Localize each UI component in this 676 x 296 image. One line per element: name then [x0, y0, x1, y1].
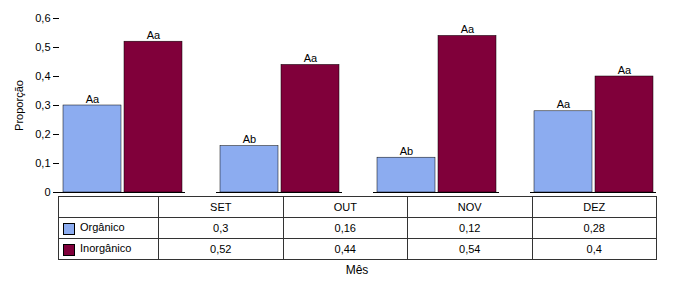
svg-text:Aa: Aa	[557, 98, 571, 110]
html-text:OUT: OUT	[333, 201, 357, 213]
html-text:NOV: NOV	[457, 201, 482, 213]
html-text:0,12: 0,12	[459, 222, 481, 234]
html-text:0,3: 0,3	[213, 222, 229, 234]
html-text:Mês: Mês	[345, 263, 369, 277]
svg-text:Aa: Aa	[86, 93, 100, 105]
html-text:0,54: 0,54	[459, 243, 481, 255]
svg-text:Aa: Aa	[461, 23, 475, 35]
html-text:Orgânico: Orgânico	[80, 221, 125, 234]
svg-text:0: 0	[44, 186, 50, 196]
svg-text:0,5: 0,5	[35, 41, 50, 53]
svg-text:0,3: 0,3	[35, 99, 50, 111]
html-text:0,52: 0,52	[210, 243, 232, 255]
svg-text:Aa: Aa	[304, 52, 318, 64]
html-text:0,28: 0,28	[583, 222, 605, 234]
html-text:SET: SET	[210, 201, 232, 213]
html-text:0,44: 0,44	[334, 243, 356, 255]
svg-text:Aa: Aa	[618, 64, 632, 76]
html-text:0,4: 0,4	[586, 243, 602, 255]
svg-text:Ab: Ab	[400, 145, 413, 157]
svg-text:0,6: 0,6	[35, 12, 50, 24]
html-text:Inorgânico: Inorgânico	[80, 242, 132, 255]
svg-text:Proporção: Proporção	[13, 80, 25, 131]
svg-text:0,4: 0,4	[35, 70, 50, 82]
svg-text:Aa: Aa	[147, 29, 161, 41]
html-text:0,16: 0,16	[334, 222, 356, 234]
svg-text:0,1: 0,1	[35, 157, 50, 169]
svg-text:0,2: 0,2	[35, 128, 50, 140]
svg-text:Ab: Ab	[243, 133, 256, 145]
html-text:DEZ: DEZ	[583, 201, 606, 213]
